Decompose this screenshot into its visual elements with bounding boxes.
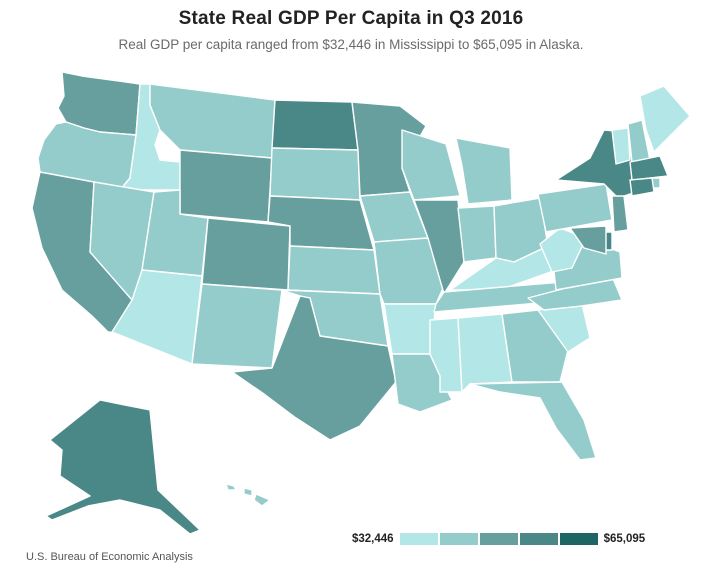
legend-swatch [399, 533, 438, 545]
legend-max-label: $65,095 [603, 533, 646, 545]
state-arizona [111, 269, 203, 365]
state-arkansas [383, 303, 437, 355]
state-maine [639, 85, 691, 153]
legend-swatch [559, 533, 598, 545]
state-alaska [45, 399, 201, 535]
legend-swatch [439, 533, 478, 545]
state-new-jersey [611, 195, 629, 233]
state-indiana [457, 205, 497, 263]
page-subtitle: Real GDP per capita ranged from $32,446 … [118, 37, 584, 52]
legend-color-scale [399, 533, 600, 545]
state-hawaii [225, 483, 271, 507]
legend-swatch [519, 533, 558, 545]
state-south-dakota [269, 147, 361, 201]
state-montana [149, 83, 276, 159]
state-florida [469, 381, 597, 461]
state-vermont [611, 127, 631, 165]
color-legend: $32,446 $65,095 [352, 532, 645, 546]
state-wisconsin [401, 129, 461, 201]
state-colorado [201, 217, 291, 291]
state-illinois [413, 199, 465, 295]
source-credit: U.S. Bureau of Economic Analysis [26, 551, 193, 563]
state-kansas [287, 245, 381, 295]
legend-swatch [479, 533, 518, 545]
state-maryland [569, 225, 607, 255]
state-north-dakota [271, 99, 359, 151]
state-wyoming [179, 149, 273, 223]
state-massachusetts [629, 155, 669, 181]
state-new-mexico [191, 283, 283, 369]
page-title: State Real GDP Per Capita in Q3 2016 [178, 8, 524, 29]
state-michigan [455, 137, 513, 205]
state-connecticut [629, 177, 655, 197]
state-pennsylvania [537, 183, 613, 233]
state-texas [231, 295, 397, 441]
legend-min-label: $32,446 [352, 533, 394, 545]
